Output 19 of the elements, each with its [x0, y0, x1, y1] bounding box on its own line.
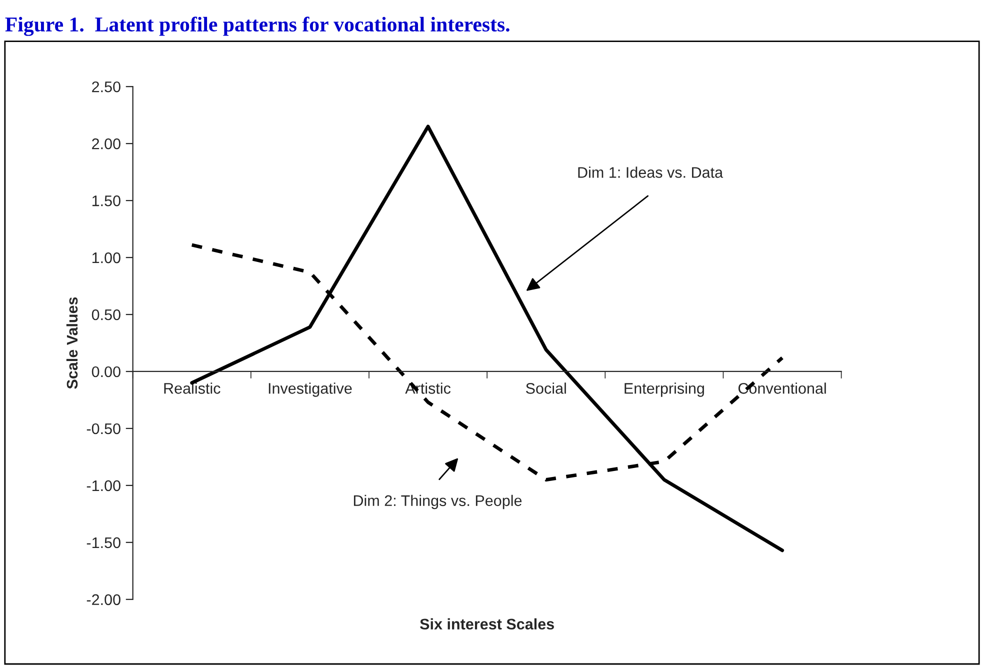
y-tick-label: 2.00: [92, 138, 120, 150]
chart-title: Figure 1. Latent profile patterns for vocational interests.: [5, 16, 510, 36]
x-tick-label: Enterprising: [624, 382, 704, 397]
y-tick-label: -0.50: [86, 423, 120, 434]
y-tick-label: 2.50: [92, 81, 120, 92]
x-tick-label: Social: [526, 382, 566, 394]
annotation: Dim 1: Ideas vs. Data: [578, 166, 724, 178]
y-tick-label: 1.50: [92, 195, 120, 206]
y-tick-label: -2.00: [86, 594, 120, 606]
y-tick-label: 0.50: [92, 309, 120, 320]
y-axis-title: Scale Values: [66, 297, 78, 389]
y-tick-label: 1.00: [92, 252, 120, 264]
y-tick-label: -1.50: [86, 537, 120, 548]
y-tick-label: 0.00: [92, 366, 120, 378]
x-axis-title: Six interest Scales: [420, 618, 554, 630]
y-tick-label: -1.00: [86, 480, 120, 492]
x-tick-label: Realistic: [164, 382, 220, 394]
annotation: Dim 2: Things vs. People: [354, 494, 522, 510]
x-tick-label: Investigative: [268, 382, 352, 397]
